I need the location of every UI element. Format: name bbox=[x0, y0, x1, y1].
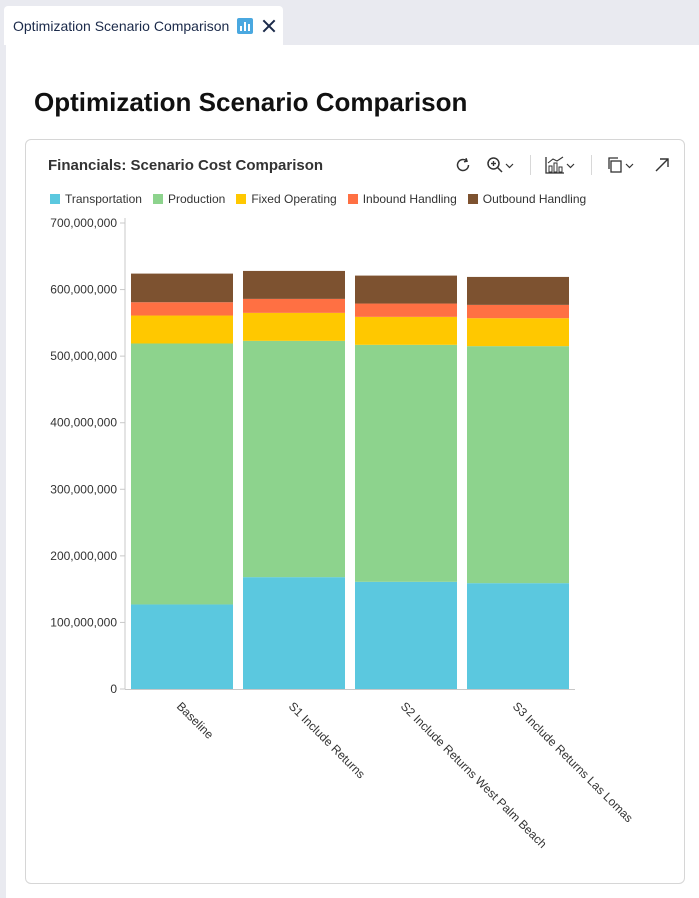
toolbar-divider bbox=[530, 155, 531, 175]
bar-segment-production-s1-include-returns[interactable] bbox=[243, 340, 345, 578]
bar-segment-inbound-handling-s1-include-returns[interactable] bbox=[243, 298, 345, 313]
legend-item-outbound-handling[interactable]: Outbound Handling bbox=[467, 192, 587, 206]
y-tick-label: 500,000,000 bbox=[50, 349, 117, 363]
bar-segment-outbound-handling-s3-include-returns-las-lomas[interactable] bbox=[467, 276, 569, 305]
legend-label: Production bbox=[167, 192, 226, 206]
refresh-icon[interactable] bbox=[454, 152, 472, 178]
y-tick-label: 600,000,000 bbox=[50, 283, 117, 297]
bar-segment-production-s2-include-returns-west-palm-beach[interactable] bbox=[355, 344, 457, 582]
tab-title: Optimization Scenario Comparison bbox=[13, 17, 230, 34]
bar-segment-inbound-handling-baseline[interactable] bbox=[131, 302, 233, 316]
y-tick-label: 300,000,000 bbox=[50, 482, 117, 496]
legend-item-production[interactable]: Production bbox=[152, 192, 226, 206]
y-tick-label: 100,000,000 bbox=[50, 615, 117, 629]
bar-segment-fixed-operating-s1-include-returns[interactable] bbox=[243, 312, 345, 341]
chevron-down-icon bbox=[505, 163, 514, 168]
bar-segment-fixed-operating-baseline[interactable] bbox=[131, 315, 233, 344]
x-tick-label: S1 Include Returns bbox=[286, 699, 368, 781]
y-tick-label: 200,000,000 bbox=[50, 549, 117, 563]
chevron-down-icon bbox=[566, 163, 575, 168]
close-icon[interactable] bbox=[261, 18, 277, 34]
zoom-in-icon[interactable] bbox=[486, 152, 514, 178]
chart-card-title: Financials: Scenario Cost Comparison bbox=[48, 157, 324, 174]
page-content: Optimization Scenario Comparison Financi… bbox=[6, 45, 699, 898]
bar-segment-outbound-handling-s2-include-returns-west-palm-beach[interactable] bbox=[355, 275, 457, 304]
chevron-down-icon bbox=[625, 163, 634, 168]
bar-segment-fixed-operating-s2-include-returns-west-palm-beach[interactable] bbox=[355, 316, 457, 345]
legend-label: Fixed Operating bbox=[251, 192, 337, 206]
tab-bar: Optimization Scenario Comparison bbox=[0, 0, 699, 45]
bar-segment-transportation-baseline[interactable] bbox=[131, 604, 233, 689]
expand-icon[interactable] bbox=[654, 152, 670, 178]
y-tick-label: 400,000,000 bbox=[50, 416, 117, 430]
bar-segment-transportation-s2-include-returns-west-palm-beach[interactable] bbox=[355, 581, 457, 689]
legend-swatch bbox=[236, 194, 247, 204]
bar-segment-production-baseline[interactable] bbox=[131, 343, 233, 605]
bar-segment-fixed-operating-s3-include-returns-las-lomas[interactable] bbox=[467, 318, 569, 347]
chart-type-icon[interactable] bbox=[545, 152, 575, 178]
chart-legend: Transportation Production Fixed Operating I… bbox=[50, 192, 597, 206]
legend-swatch bbox=[347, 194, 358, 204]
bar-segment-inbound-handling-s3-include-returns-las-lomas[interactable] bbox=[467, 304, 569, 319]
legend-item-inbound-handling[interactable]: Inbound Handling bbox=[347, 192, 457, 206]
bar-segment-transportation-s1-include-returns[interactable] bbox=[243, 577, 345, 689]
tab-optimization-scenario-comparison[interactable]: Optimization Scenario Comparison bbox=[4, 6, 283, 45]
legend-label: Outbound Handling bbox=[482, 192, 587, 206]
legend-swatch bbox=[467, 194, 478, 204]
legend-item-transportation[interactable]: Transportation bbox=[50, 192, 142, 206]
chart-toolbar bbox=[440, 152, 670, 178]
bar-segment-production-s3-include-returns-las-lomas[interactable] bbox=[467, 346, 569, 584]
y-tick-label: 0 bbox=[110, 682, 117, 696]
bar-segment-outbound-handling-baseline[interactable] bbox=[131, 273, 233, 303]
legend-label: Inbound Handling bbox=[362, 192, 457, 206]
legend-item-fixed-operating[interactable]: Fixed Operating bbox=[236, 192, 337, 206]
bar-segment-outbound-handling-s1-include-returns[interactable] bbox=[243, 270, 345, 299]
toolbar-divider bbox=[591, 155, 592, 175]
bar-chart-icon bbox=[237, 17, 254, 34]
x-tick-label: Baseline bbox=[174, 699, 217, 742]
legend-swatch bbox=[50, 194, 60, 204]
bar-segment-transportation-s3-include-returns-las-lomas[interactable] bbox=[467, 583, 569, 689]
x-tick-label: S3 Include Returns Las Lomas bbox=[510, 699, 636, 825]
copy-icon[interactable] bbox=[606, 152, 634, 178]
legend-swatch bbox=[152, 194, 163, 204]
y-tick-label: 700,000,000 bbox=[50, 216, 117, 230]
chart-card: Financials: Scenario Cost Comparison bbox=[25, 139, 685, 884]
stacked-bar-chart: 0 100,000,000 200,000,000 300,000,000 400,00… bbox=[50, 216, 636, 851]
bar-segment-inbound-handling-s2-include-returns-west-palm-beach[interactable] bbox=[355, 303, 457, 317]
legend-label: Transportation bbox=[65, 192, 142, 206]
page-title: Optimization Scenario Comparison bbox=[34, 87, 468, 117]
